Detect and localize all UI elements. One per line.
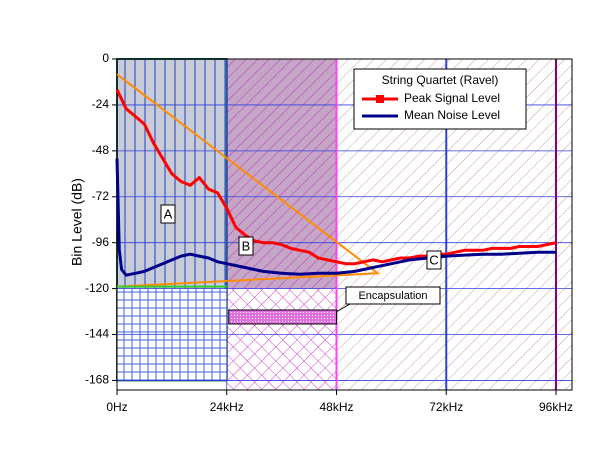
y-tick-label: -96 [92, 235, 110, 249]
region-label-box [238, 236, 254, 256]
encapsulation-pointer [335, 303, 351, 313]
legend-marker [376, 95, 384, 103]
y-tick-label: -24 [92, 97, 110, 111]
y-tick-label: -72 [92, 189, 110, 203]
legend-title: String Quartet (Ravel) [382, 73, 499, 87]
plot-frame [116, 58, 573, 391]
region-b-cross [226, 288, 337, 390]
region-label-box [426, 250, 442, 270]
x-tick-label: 72kHz [429, 400, 463, 414]
region-label: A [164, 206, 173, 221]
y-tick-label: 0 [102, 51, 109, 65]
y-tick-label: -144 [85, 327, 109, 341]
series-line [115, 158, 556, 277]
x-tick-label: 96kHz [539, 400, 573, 414]
x-tick-label: 0Hz [106, 400, 127, 414]
legend-label: Mean Noise Level [404, 108, 500, 122]
legend-label: Peak Signal Level [404, 91, 500, 105]
region-label-box [160, 204, 176, 224]
annotation-line [116, 73, 381, 288]
y-tick-label: -120 [85, 281, 109, 295]
y-axis-title: Bin Level (dB) [69, 178, 85, 266]
encapsulation-label: Encapsulation [358, 290, 427, 302]
y-tick-label: -48 [92, 143, 110, 157]
encapsulation-label-box [345, 286, 441, 305]
y-tick-label: -168 [85, 373, 109, 387]
x-tick-label: 24kHz [210, 400, 244, 414]
region-label: C [429, 252, 438, 267]
region-label: B [242, 238, 251, 253]
series-line [115, 88, 557, 266]
legend: String Quartet (Ravel) Peak Signal Level M… [353, 68, 527, 130]
encapsulation-block [228, 309, 337, 325]
x-tick-label: 48kHz [319, 400, 353, 414]
